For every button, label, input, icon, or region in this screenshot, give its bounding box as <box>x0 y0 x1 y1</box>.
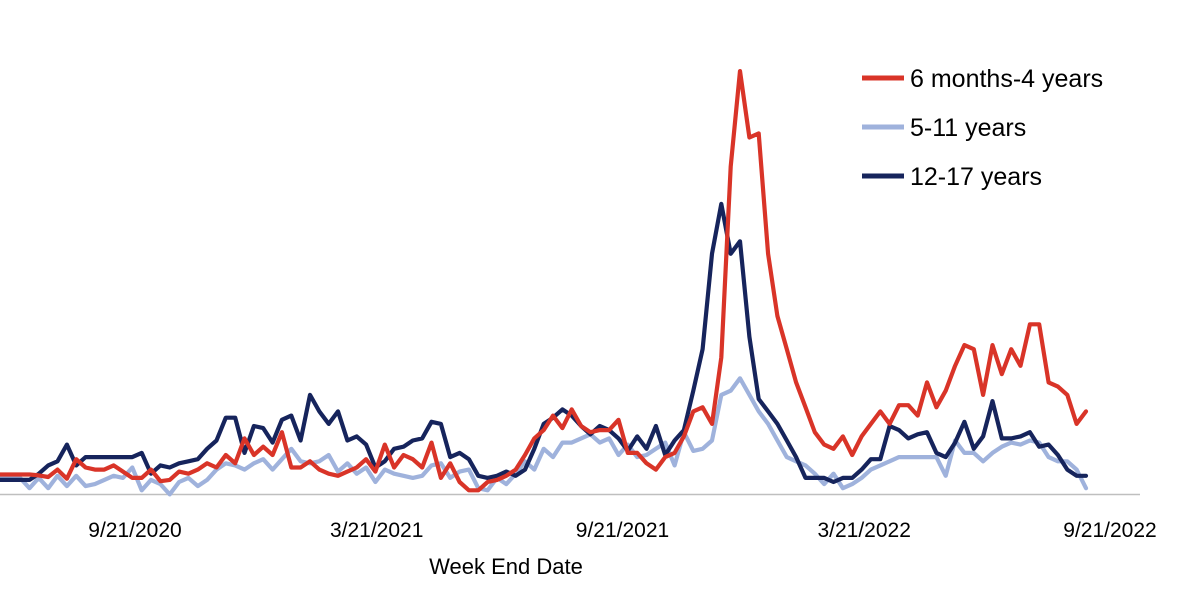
series-line-2 <box>0 201 1089 485</box>
x-tick-label: 3/21/2022 <box>817 519 910 542</box>
series-line-0 <box>0 68 1089 493</box>
legend-label-2: 12-17 years <box>910 163 1042 191</box>
legend: 6 months-4 years 5-11 years 12-17 years <box>862 65 1103 191</box>
x-axis-title: Week End Date <box>429 554 583 579</box>
x-tick-label: 3/21/2021 <box>330 519 423 542</box>
series-lines <box>0 68 1089 497</box>
x-tick-label: 9/21/2021 <box>576 519 669 542</box>
x-tick-label: 9/21/2022 <box>1063 519 1156 542</box>
x-tick-label: 9/21/2020 <box>88 519 181 542</box>
legend-label-0: 6 months-4 years <box>910 65 1103 93</box>
legend-label-1: 5-11 years <box>910 114 1026 142</box>
series-line-1 <box>0 376 1089 497</box>
x-axis-ticks: 9/21/2020 3/21/2021 9/21/2021 3/21/2022 9/21… <box>88 519 1156 542</box>
